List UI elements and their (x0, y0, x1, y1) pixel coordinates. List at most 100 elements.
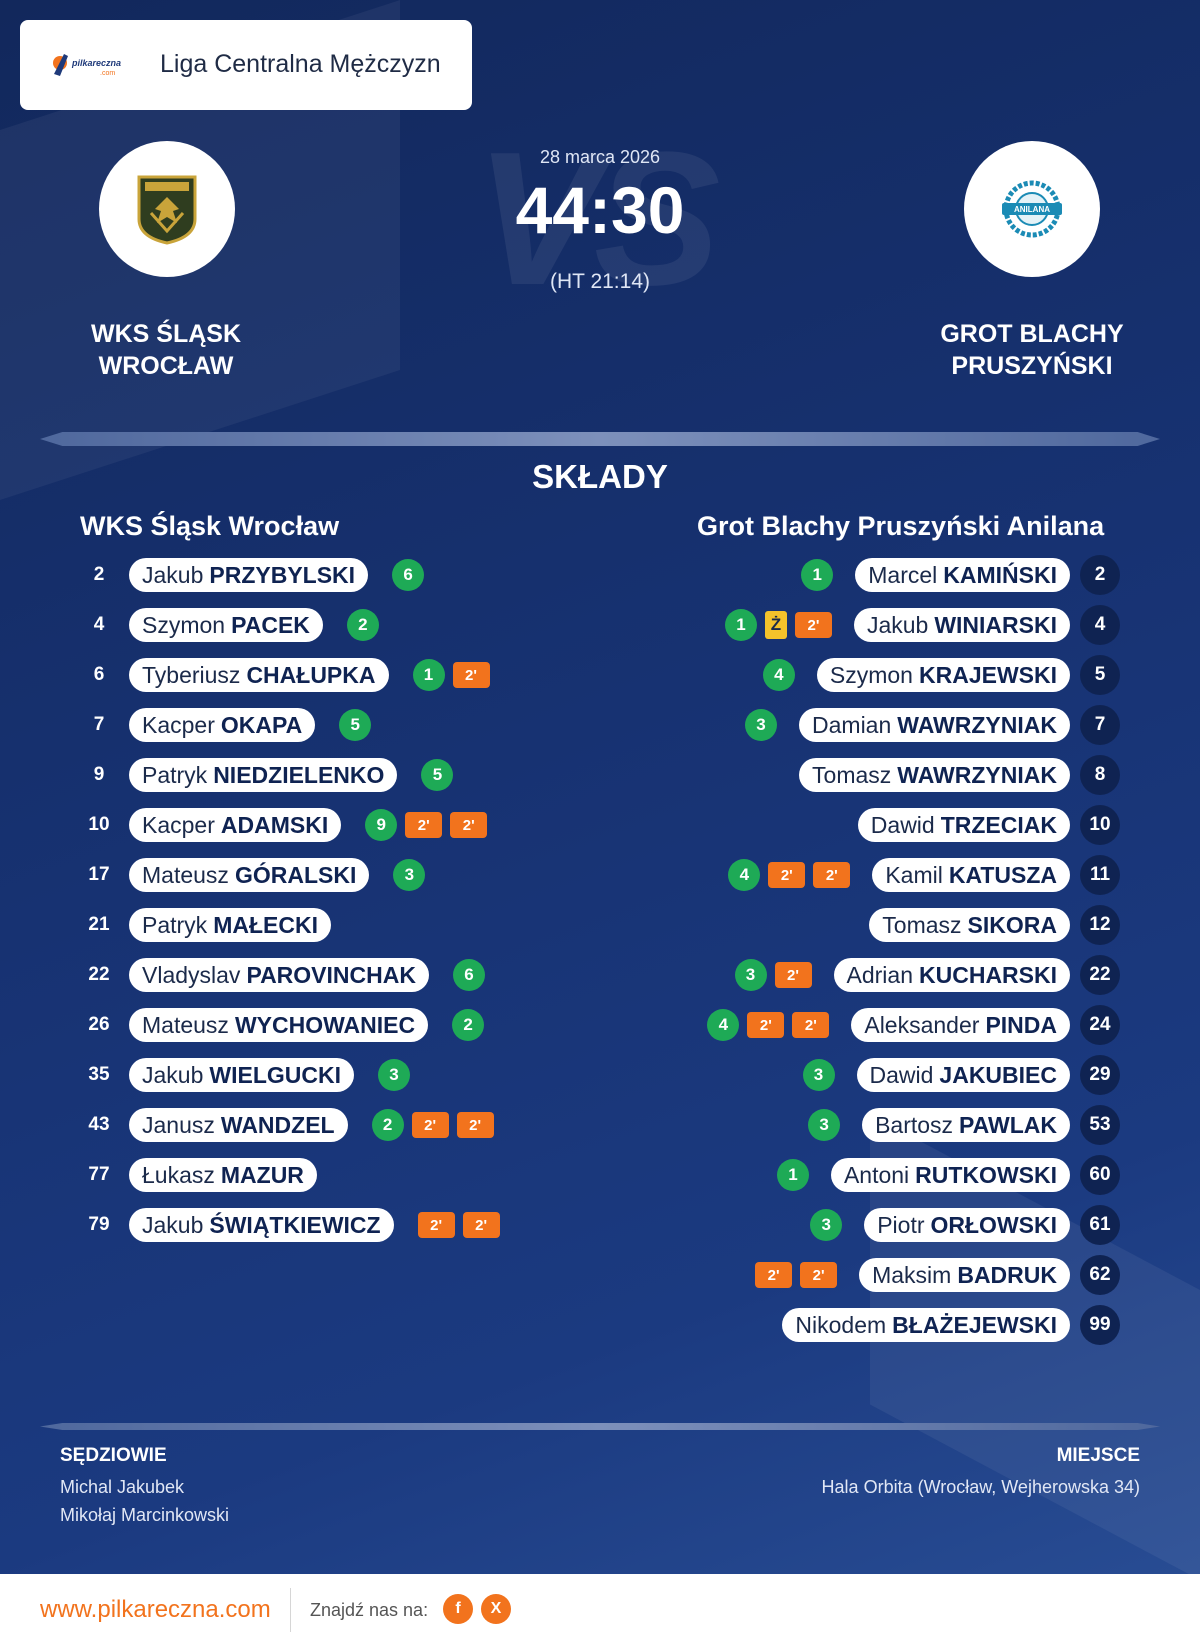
away-club-logo[interactable]: ANILANA (964, 141, 1100, 277)
player-number: 17 (88, 864, 110, 885)
player-last-name: MAZUR (220, 1161, 304, 1188)
facebook-icon[interactable]: f (443, 1594, 473, 1624)
site-link[interactable]: www.pilkareczna.com (40, 1596, 271, 1623)
player-number: 4 (93, 614, 105, 635)
player-row: 26 Mateusz WYCHOWANIEC 2 (79, 1007, 485, 1043)
player-name-pill[interactable]: Antoni RUTKOWSKI (830, 1158, 1070, 1192)
goals-badge: 5 (421, 759, 454, 791)
player-first-name: Jakub (142, 1061, 204, 1088)
player-name-pill[interactable]: Aleksander PINDA (851, 1008, 1070, 1042)
x-icon[interactable]: X (481, 1594, 511, 1624)
goals-badge: 4 (707, 1009, 740, 1041)
player-first-name: Bartosz (875, 1111, 954, 1138)
home-team-name: WKS ŚLĄSK WROCŁAW (91, 320, 241, 380)
player-first-name: Adrian (846, 961, 913, 988)
player-first-name: Łukasz (142, 1161, 215, 1188)
player-name-pill[interactable]: Dawid TRZECIAK (857, 808, 1070, 842)
player-first-name: Maksim (872, 1261, 952, 1288)
player-name-pill[interactable]: Tyberiusz CHAŁUPKA (129, 658, 389, 692)
player-name-pill[interactable]: Maksim BADRUK (859, 1258, 1070, 1292)
player-name-pill[interactable]: Damian WAWRZYNIAK (799, 708, 1070, 742)
player-last-name: GÓRALSKI (234, 861, 357, 888)
player-name-pill[interactable]: Mateusz GÓRALSKI (129, 858, 370, 892)
player-name-pill[interactable]: Patryk NIEDZIELENKO (129, 758, 398, 792)
player-name-pill[interactable]: Kacper OKAPA (129, 708, 316, 742)
player-row: 29 Dawid JAKUBIEC 3 (802, 1055, 1120, 1095)
player-first-name: Patryk (142, 911, 208, 938)
player-number: 79 (88, 1214, 110, 1235)
player-name-pill[interactable]: Jakub WIELGUCKI (129, 1058, 354, 1092)
official-name: Mikołaj Marcinkowski (60, 1505, 230, 1525)
player-name-pill[interactable]: Tomasz SIKORA (869, 908, 1070, 942)
player-name-pill[interactable]: Szymon PACEK (129, 608, 323, 642)
player-name-pill[interactable]: Marcel KAMIŃSKI (855, 558, 1070, 592)
player-last-name: WAWRZYNIAK (897, 711, 1057, 738)
suspension-badge: 2' (768, 862, 806, 888)
player-first-name: Kacper (142, 811, 215, 838)
player-first-name: Kamil (885, 861, 943, 888)
suspension-badge: 2' (755, 1262, 793, 1288)
player-name-pill[interactable]: Vladyslav PAROVINCHAK (129, 958, 429, 992)
player-number: 6 (93, 664, 105, 685)
goals-badge: 6 (392, 559, 425, 591)
player-name-pill[interactable]: Patryk MAŁECKI (129, 908, 331, 942)
player-row: 6 Tyberiusz CHAŁUPKA 1 2' (79, 657, 490, 693)
player-name-pill[interactable]: Jakub WINIARSKI (853, 608, 1070, 642)
player-name-pill[interactable]: Nikodem BŁAŻEJEWSKI (782, 1308, 1070, 1342)
player-name-pill[interactable]: Dawid JAKUBIEC (856, 1058, 1070, 1092)
player-name-pill[interactable]: Adrian KUCHARSKI (833, 958, 1070, 992)
player-row: 8 Tomasz WAWRZYNIAK (799, 755, 1120, 795)
section-title: SKŁADY (532, 458, 668, 495)
player-name-pill[interactable]: Kacper ADAMSKI (129, 808, 342, 842)
player-row: 43 Janusz WANDZEL 2 2' 2' (79, 1107, 494, 1143)
pilkareczna-logo[interactable]: pilkareczna .com (50, 48, 130, 84)
player-first-name: Tyberiusz (142, 661, 241, 688)
svg-text:ANILANA: ANILANA (1014, 205, 1050, 214)
player-number: 35 (88, 1064, 110, 1085)
player-name-pill[interactable]: Łukasz MAZUR (129, 1158, 317, 1192)
player-row: 35 Jakub WIELGUCKI 3 (79, 1057, 410, 1093)
player-number: 22 (1080, 955, 1120, 995)
player-name-pill[interactable]: Jakub PRZYBYLSKI (129, 558, 369, 592)
player-name-pill[interactable]: Tomasz WAWRZYNIAK (799, 758, 1070, 792)
player-name-pill[interactable]: Kamil KATUSZA (872, 858, 1070, 892)
anilana-crest-icon: ANILANA (1002, 180, 1062, 238)
suspension-badge: 2' (794, 612, 832, 638)
player-last-name: CHAŁUPKA (246, 661, 376, 688)
player-name-pill[interactable]: Szymon KRAJEWSKI (816, 658, 1070, 692)
player-last-name: PAWLAK (959, 1111, 1057, 1138)
suspension-badge: 2' (417, 1212, 455, 1238)
goals-badge: 3 (734, 959, 767, 991)
player-number: 24 (1080, 1005, 1120, 1045)
player-number: 10 (1080, 805, 1120, 845)
player-row: 7 Kacper OKAPA 5 (79, 707, 372, 743)
player-row: 77 Łukasz MAZUR (79, 1157, 317, 1193)
player-name-pill[interactable]: Piotr ORŁOWSKI (864, 1208, 1070, 1242)
player-name-pill[interactable]: Jakub ŚWIĄTKIEWICZ (129, 1208, 394, 1242)
player-row: 2 Jakub PRZYBYLSKI 6 (79, 557, 425, 593)
player-number: 9 (93, 764, 105, 785)
player-name-pill[interactable]: Bartosz PAWLAK (862, 1108, 1070, 1142)
player-last-name: JAKUBIEC (939, 1061, 1057, 1088)
suspension-badge: 2' (452, 662, 490, 688)
player-name-pill[interactable]: Janusz WANDZEL (129, 1108, 348, 1142)
player-number: 43 (88, 1114, 110, 1135)
goals-badge: 9 (365, 809, 398, 841)
player-name-pill[interactable]: Mateusz WYCHOWANIEC (129, 1008, 429, 1042)
player-last-name: WAWRZYNIAK (897, 761, 1057, 788)
player-row: 10 Dawid TRZECIAK (857, 805, 1120, 845)
goals-badge: 3 (393, 859, 426, 891)
player-number: 62 (1080, 1255, 1120, 1295)
player-last-name: PRZYBYLSKI (209, 561, 356, 588)
player-last-name: WANDZEL (220, 1111, 335, 1138)
player-first-name: Janusz (142, 1111, 215, 1138)
player-row: 22 Adrian KUCHARSKI 2' 3 (734, 955, 1120, 995)
player-last-name: SIKORA (967, 911, 1057, 938)
goals-badge: 3 (802, 1059, 835, 1091)
player-last-name: KUCHARSKI (919, 961, 1057, 988)
player-row: 79 Jakub ŚWIĄTKIEWICZ 2' 2' (79, 1207, 500, 1243)
home-club-logo[interactable] (99, 141, 235, 277)
goals-badge: 3 (810, 1209, 843, 1241)
player-last-name: KAMIŃSKI (943, 561, 1057, 588)
player-row: 11 Kamil KATUSZA 2' 2' 4 (728, 855, 1120, 895)
